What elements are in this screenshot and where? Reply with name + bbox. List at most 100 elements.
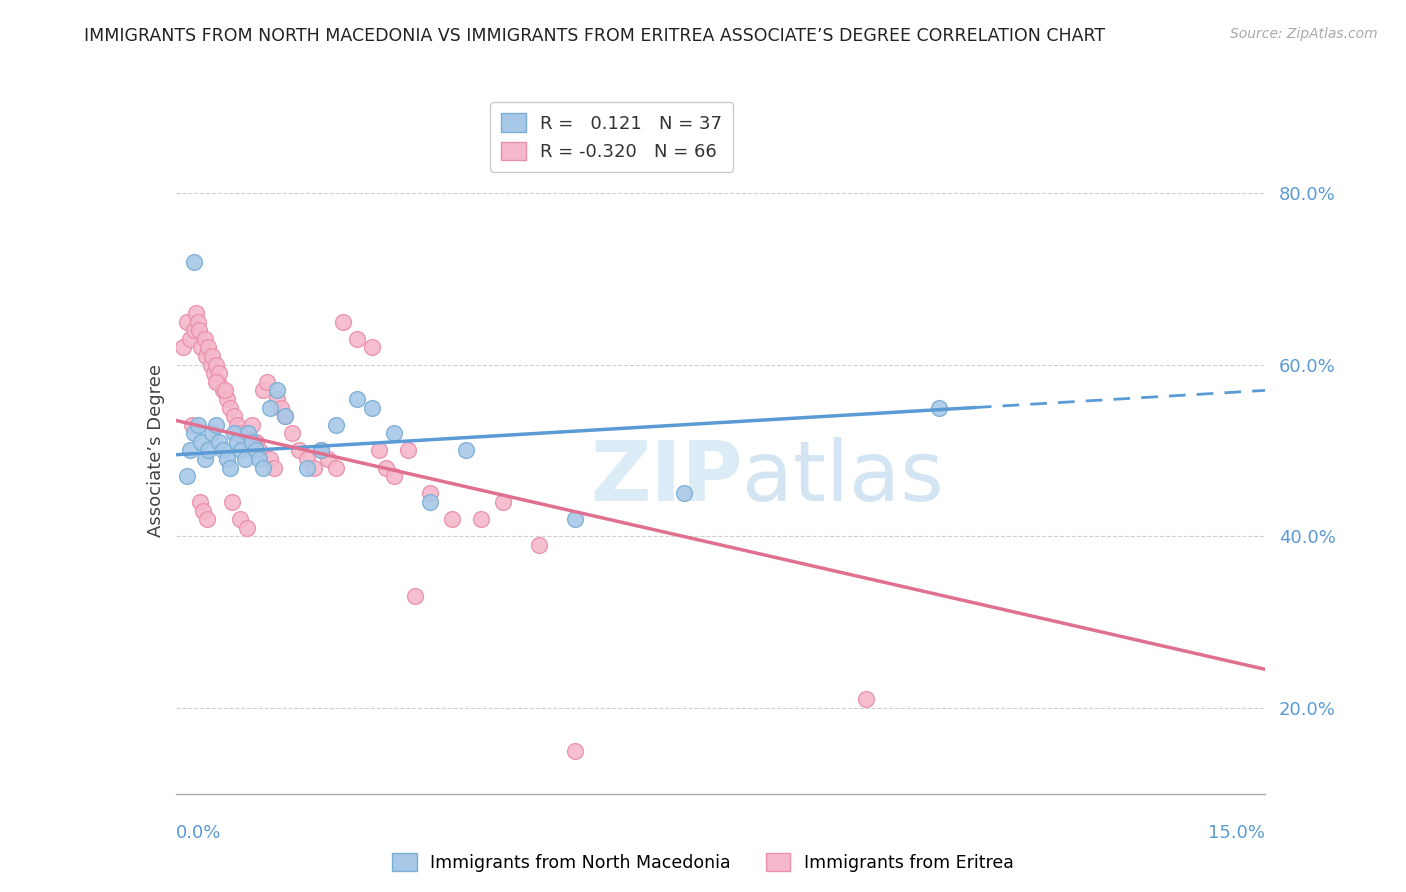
Point [295,460,318,475]
Point [228,512,250,526]
Point [179,332,201,346]
Point [259,401,281,415]
Point [183,426,205,441]
Point [188,323,211,337]
Point [221,495,243,509]
Point [309,443,332,458]
Point [263,460,285,475]
Point [332,315,354,329]
Point [214,384,236,398]
Point [183,323,205,337]
Text: ZIP: ZIP [591,437,742,518]
Point [176,315,198,329]
Text: Source: ZipAtlas.com: Source: ZipAtlas.com [1230,27,1378,41]
Point [201,426,224,441]
Point [440,512,463,526]
Point [456,443,478,458]
Point [281,426,304,441]
Point [252,460,274,475]
Point [172,340,194,354]
Point [226,434,249,449]
Point [204,358,226,372]
Point [190,340,212,354]
Point [204,417,226,432]
Point [202,366,225,380]
Point [361,340,384,354]
Text: IMMIGRANTS FROM NORTH MACEDONIA VS IMMIGRANTS FROM ERITREA ASSOCIATE’S DEGREE CO: IMMIGRANTS FROM NORTH MACEDONIA VS IMMIG… [84,27,1105,45]
Point [928,401,950,415]
Point [183,254,205,268]
Point [346,392,368,406]
Point [266,392,288,406]
Point [238,426,260,441]
Point [325,460,347,475]
Point [382,426,405,441]
Point [256,375,278,389]
Point [288,443,311,458]
Point [405,590,427,604]
Point [564,744,586,758]
Point [236,521,259,535]
Point [180,417,202,432]
Point [219,460,242,475]
Point [197,443,219,458]
Point [212,443,235,458]
Point [219,401,242,415]
Point [240,434,263,449]
Point [382,469,405,483]
Y-axis label: Associate’s Degree: Associate’s Degree [146,364,165,537]
Point [200,358,222,372]
Point [195,349,218,363]
Point [233,434,256,449]
Point [197,340,219,354]
Point [238,426,260,441]
Point [226,417,249,432]
Point [295,452,318,467]
Point [274,409,297,423]
Point [259,452,281,467]
Point [527,538,550,552]
Point [318,452,340,467]
Point [231,426,253,441]
Point [215,452,238,467]
Point [247,452,270,467]
Point [194,332,217,346]
Point [179,443,201,458]
Point [247,443,270,458]
Point [233,452,256,467]
Point [470,512,492,526]
Point [274,409,297,423]
Point [368,443,391,458]
Point [855,692,877,706]
Point [201,349,224,363]
Point [309,443,332,458]
Point [215,392,238,406]
Legend: R =   0.121   N = 37, R = -0.320   N = 66: R = 0.121 N = 37, R = -0.320 N = 66 [489,103,734,172]
Point [193,503,215,517]
Legend: Immigrants from North Macedonia, Immigrants from Eritrea: Immigrants from North Macedonia, Immigra… [385,847,1021,879]
Point [184,306,207,320]
Point [361,401,384,415]
Point [252,384,274,398]
Point [396,443,419,458]
Point [204,375,226,389]
Point [212,384,235,398]
Point [673,486,696,500]
Point [207,375,229,389]
Text: 15.0%: 15.0% [1208,824,1265,842]
Point [302,460,325,475]
Point [222,409,245,423]
Point [270,401,292,415]
Point [245,443,267,458]
Point [222,426,245,441]
Point [231,443,253,458]
Point [492,495,515,509]
Point [194,452,217,467]
Point [240,417,263,432]
Point [190,434,212,449]
Point [245,434,267,449]
Point [176,469,198,483]
Point [195,512,218,526]
Point [419,495,441,509]
Text: atlas: atlas [742,437,943,518]
